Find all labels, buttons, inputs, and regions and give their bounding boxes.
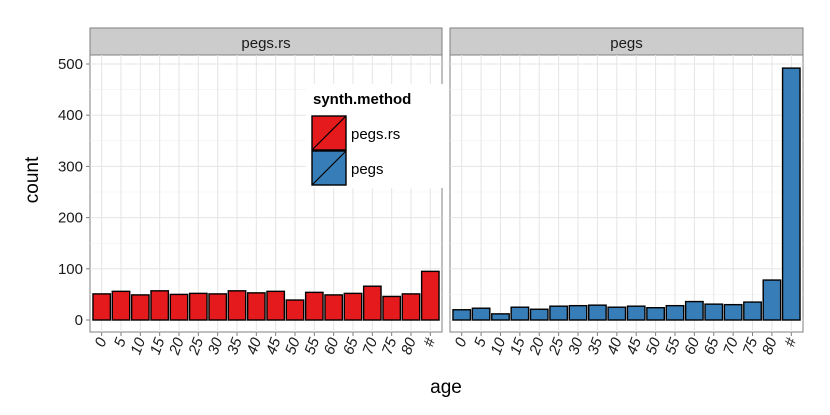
bar-pegs-10 xyxy=(491,313,510,321)
bar-pegs-25 xyxy=(549,305,569,321)
x-tick-label: 35 xyxy=(584,335,606,357)
x-tick-label: 30 xyxy=(205,335,227,357)
x-tick-label: 25 xyxy=(185,335,207,358)
x-tick-label: # xyxy=(420,335,439,349)
x-tick-label: 50 xyxy=(282,335,304,357)
x-tick-label: 40 xyxy=(243,335,265,357)
x-tick-label: 65 xyxy=(701,335,723,357)
x-tick-label: 40 xyxy=(604,335,626,357)
gridlines xyxy=(450,55,803,332)
x-tick-label: 75 xyxy=(740,335,762,357)
bar-pegs-rs-70 xyxy=(362,285,382,321)
bar-pegs-5 xyxy=(471,307,491,321)
x-tick-label: 60 xyxy=(321,335,343,357)
y-tick-label: 0 xyxy=(75,312,83,329)
legend-key-slash xyxy=(311,115,347,151)
x-tick-label: 35 xyxy=(224,335,246,357)
y-tick-label: 400 xyxy=(58,107,83,124)
facet-strip xyxy=(449,27,804,56)
x-tick-label: 70 xyxy=(359,335,381,357)
x-tick-label: 0 xyxy=(452,335,471,349)
bar-pegs-rs-10 xyxy=(130,294,150,321)
bar-pegs-rs-35 xyxy=(227,290,247,321)
x-tick-label: 25 xyxy=(545,335,567,358)
y-tick-label: 300 xyxy=(58,158,83,175)
legend-key-slash xyxy=(311,150,347,186)
legend-title: synth.method xyxy=(313,91,411,108)
bar-pegs-rs-80 xyxy=(401,293,421,321)
bar-pegs-rs-45 xyxy=(266,290,286,321)
facet-strip-label: pegs.rs xyxy=(241,35,290,52)
x-tick-label: 15 xyxy=(507,335,529,357)
x-tick-label: # xyxy=(781,335,800,349)
bar-pegs-rs-65 xyxy=(343,292,363,321)
legend-entry-pegs-rs: pegs.rs xyxy=(311,115,400,151)
x-tick-label: 30 xyxy=(565,335,587,357)
x-tick-label: 45 xyxy=(623,335,645,357)
y-axis-title: count xyxy=(22,156,43,203)
x-tick-label: 20 xyxy=(166,335,188,358)
bar-pegs-40 xyxy=(607,306,627,321)
x-tick-label: 80 xyxy=(398,335,420,357)
legend-label: pegs xyxy=(351,161,384,178)
facet-strip-label: pegs xyxy=(610,35,643,52)
x-axis-title: age xyxy=(430,377,462,398)
bar-pegs-75 xyxy=(743,301,762,321)
x-tick-label: 0 xyxy=(92,335,111,349)
bar-pegs-60 xyxy=(684,300,704,321)
x-tick-label: 55 xyxy=(662,335,684,357)
x-tick-label: 5 xyxy=(471,335,490,349)
bar-pegs-rs-40 xyxy=(246,292,266,321)
x-tick-label: 75 xyxy=(379,335,401,357)
bar-pegs-45 xyxy=(626,305,646,321)
x-tick-label: 55 xyxy=(301,335,323,357)
x-tick-label: 15 xyxy=(147,335,169,357)
y-tick-label: 500 xyxy=(58,56,83,73)
facet-strip xyxy=(89,27,443,56)
bar-pegs-65 xyxy=(704,303,724,321)
bar-pegs-rs-50 xyxy=(285,299,305,321)
bar-pegs-35 xyxy=(587,304,607,321)
bar-pegs-rs-55 xyxy=(304,291,324,321)
bar-pegs-rs-0 xyxy=(92,293,112,321)
x-tick-label: 50 xyxy=(643,335,665,357)
legend-entry-pegs: pegs xyxy=(311,150,384,186)
x-tick-label: 10 xyxy=(488,335,510,357)
bar-pegs-rs-75 xyxy=(382,295,402,321)
y-tick-label: 200 xyxy=(58,210,83,227)
bar-pegs-rs-30 xyxy=(208,293,228,321)
bar-pegs-20 xyxy=(529,308,549,321)
panel-background xyxy=(449,54,804,333)
x-tick-label: 70 xyxy=(720,335,742,357)
y-axis: 0 100 200 300 400 500 xyxy=(58,56,90,329)
bar-pegs-80 xyxy=(762,279,782,321)
x-tick-label: 20 xyxy=(526,335,548,358)
x-tick-label: 5 xyxy=(111,335,130,349)
bar-pegs-rs-60 xyxy=(324,294,344,321)
x-tick-label: 65 xyxy=(340,335,362,357)
bar-pegs-55 xyxy=(665,304,685,321)
bar-pegs-rs-20 xyxy=(169,293,189,321)
bar-pegs-rs-25 xyxy=(188,292,208,321)
bar-pegs-30 xyxy=(568,304,588,321)
bar-pegs-rs-15 xyxy=(150,290,170,321)
bar-pegs-15 xyxy=(510,306,530,321)
x-tick-label: 80 xyxy=(759,335,781,357)
bar-pegs-rs-# xyxy=(420,270,440,321)
legend-label: pegs.rs xyxy=(351,126,400,143)
bar-pegs-50 xyxy=(646,307,666,321)
legend: synth.method pegs.rs pegs xyxy=(306,84,446,188)
x-tick-label: 10 xyxy=(127,335,149,357)
bar-pegs-rs-5 xyxy=(111,290,131,321)
x-tick-label: 45 xyxy=(263,335,285,357)
y-tick-label: 100 xyxy=(58,261,83,278)
bar-pegs-0 xyxy=(452,309,472,321)
bar-pegs-70 xyxy=(723,303,743,321)
x-tick-label: 60 xyxy=(681,335,703,357)
bar-pegs-# xyxy=(781,67,801,321)
